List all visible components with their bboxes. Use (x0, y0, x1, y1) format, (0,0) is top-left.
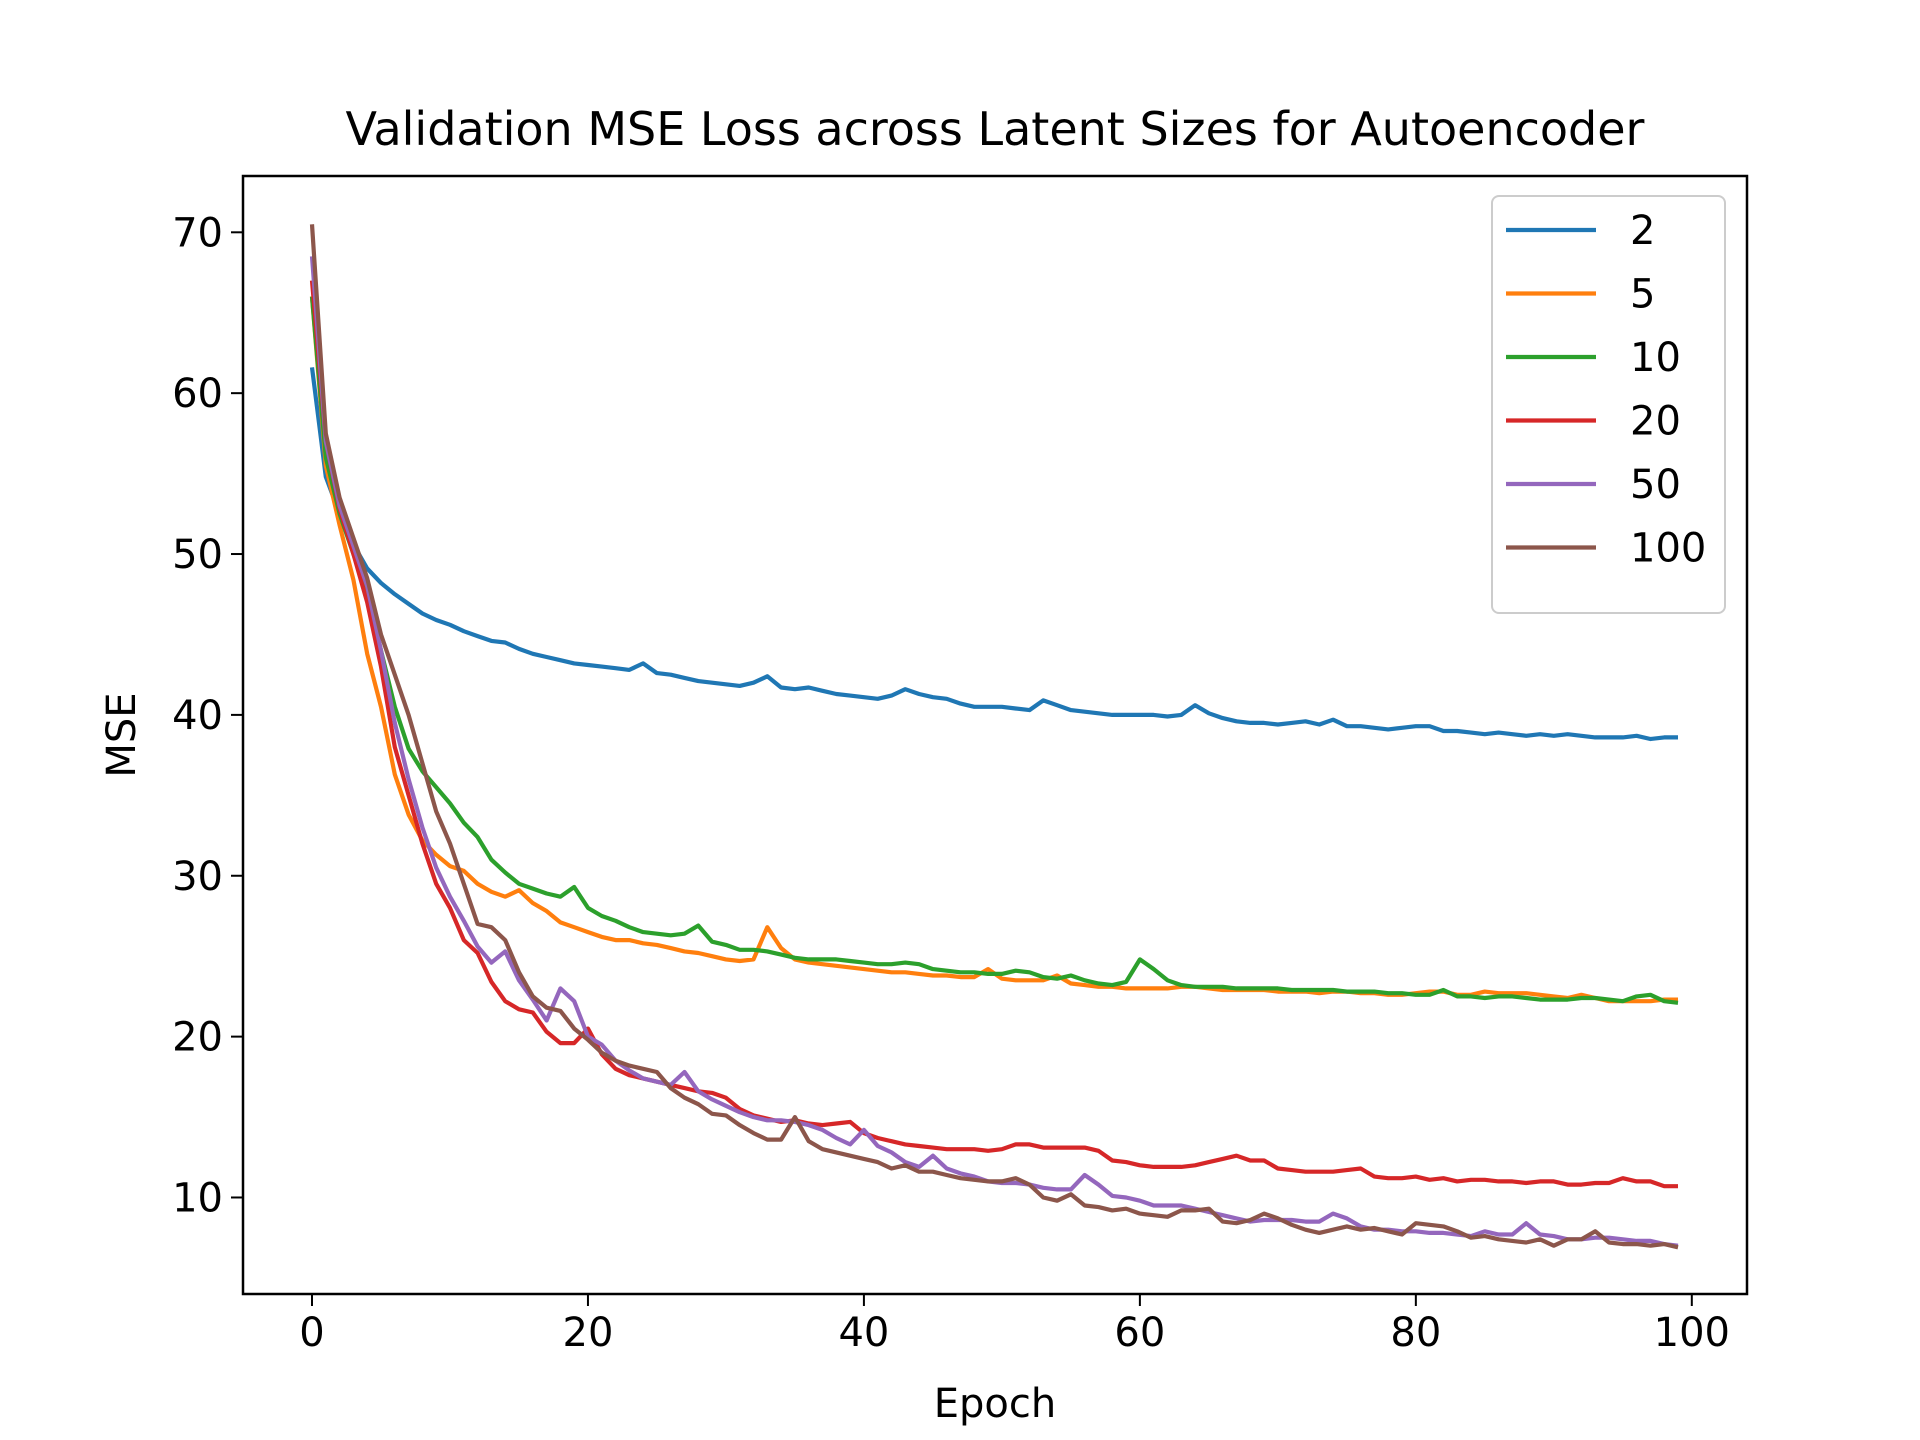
legend-label-10: 10 (1630, 335, 1681, 381)
y-tick-label: 70 (172, 210, 223, 256)
legend-box (1491, 195, 1726, 614)
y-axis-ticks: 10 20 30 40 50 60 70 (172, 210, 243, 1221)
y-tick-label: 50 (172, 532, 223, 578)
legend-label-100: 100 (1630, 526, 1706, 572)
series-line-20 (309, 280, 1678, 1189)
x-axis-ticks: 0 20 40 60 80 100 (299, 1294, 1730, 1356)
chart-title: Validation MSE Loss across Latent Sizes … (346, 102, 1645, 156)
y-axis-label: MSE (99, 692, 145, 777)
legend-label-2: 2 (1630, 208, 1655, 254)
x-axis-label: Epoch (934, 1381, 1056, 1427)
legend-label-50: 50 (1630, 462, 1681, 508)
y-tick-label: 10 (172, 1175, 223, 1221)
series-line-10 (309, 296, 1679, 1005)
x-tick-label: 100 (1654, 1310, 1730, 1356)
x-tick-label: 20 (563, 1310, 614, 1356)
y-tick-label: 30 (172, 854, 223, 900)
legend: 2 5 10 20 50 100 (1491, 195, 1726, 614)
x-tick-label: 60 (1114, 1310, 1165, 1356)
series-line-100 (309, 224, 1679, 1250)
y-tick-label: 20 (172, 1015, 223, 1061)
axes-frame (241, 174, 1749, 1296)
x-tick-label: 40 (838, 1310, 889, 1356)
legend-label-20: 20 (1630, 399, 1681, 445)
y-tick-label: 40 (172, 693, 223, 739)
y-tick-label: 60 (172, 371, 223, 417)
x-tick-label: 80 (1390, 1310, 1441, 1356)
series-line-2 (309, 367, 1678, 742)
series-layer (309, 224, 1679, 1250)
x-tick-label: 0 (299, 1310, 324, 1356)
legend-label-5: 5 (1630, 272, 1655, 318)
